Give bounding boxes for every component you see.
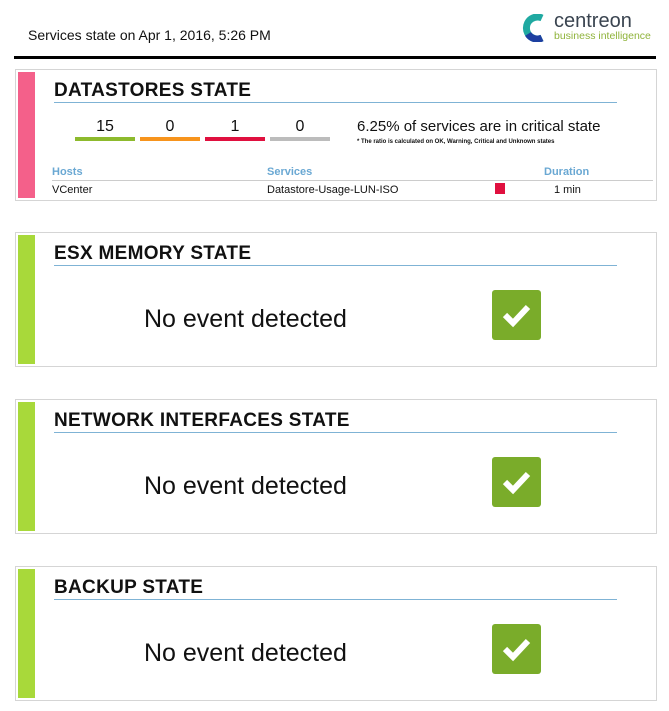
warning-count: 0: [165, 118, 175, 135]
network-interfaces-state-panel: NETWORK INTERFACES STATE No event detect…: [15, 399, 657, 534]
critical-count: 1: [230, 118, 240, 135]
datastores-state-panel: DATASTORES STATE 15 0 1 0 6.25% of servi…: [15, 69, 657, 201]
esx-memory-state-panel: ESX MEMORY STATE No event detected: [15, 232, 657, 367]
column-header-services: Services: [267, 166, 313, 178]
no-event-message: No event detected: [144, 472, 347, 500]
ratio-note: * The ratio is calculated on OK, Warning…: [357, 139, 555, 145]
ok-count: 15: [96, 118, 114, 135]
status-accent-bar: [18, 402, 35, 531]
status-accent-bar: [18, 72, 35, 198]
logo-name: centreon: [554, 10, 632, 32]
no-event-message: No event detected: [144, 305, 347, 333]
column-header-duration: Duration: [544, 166, 590, 178]
section-title: NETWORK INTERFACES STATE: [54, 410, 617, 433]
no-event-message: No event detected: [144, 639, 347, 667]
status-accent-bar: [18, 235, 35, 364]
centreon-logo-icon: [522, 14, 544, 42]
service-cell: Datastore-Usage-LUN-ISO: [267, 184, 399, 196]
status-accent-bar: [18, 569, 35, 698]
host-cell: VCenter: [52, 184, 93, 196]
unknown-bar: [270, 137, 330, 141]
section-title: ESX MEMORY STATE: [54, 243, 617, 266]
checkmark-icon: [492, 290, 541, 340]
column-header-hosts: Hosts: [52, 166, 83, 178]
checkmark-icon: [492, 457, 541, 507]
unknown-count: 0: [295, 118, 305, 135]
checkmark-icon: [492, 624, 541, 674]
table-divider: [52, 180, 653, 181]
centreon-logo: centreon business intelligence: [522, 10, 657, 44]
critical-status-indicator: [495, 183, 505, 194]
warning-bar: [140, 137, 200, 141]
critical-ratio: 6.25% of services are in critical state: [357, 118, 601, 135]
section-title: DATASTORES STATE: [54, 80, 617, 103]
logo-tagline: business intelligence: [554, 30, 651, 42]
header-divider: [14, 56, 656, 59]
section-title: BACKUP STATE: [54, 577, 617, 600]
duration-cell: 1 min: [554, 184, 581, 196]
ok-bar: [75, 137, 135, 141]
critical-bar: [205, 137, 265, 141]
backup-state-panel: BACKUP STATE No event detected: [15, 566, 657, 701]
report-date-header: Services state on Apr 1, 2016, 5:26 PM: [28, 27, 271, 43]
